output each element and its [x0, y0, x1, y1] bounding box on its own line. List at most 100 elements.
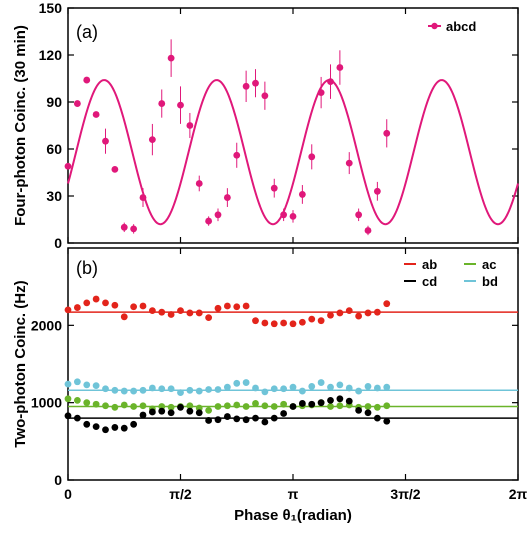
data-point-cd — [120, 424, 128, 432]
data-point-abcd — [83, 76, 91, 84]
data-point-abcd — [383, 129, 391, 137]
data-point-abcd — [327, 78, 334, 86]
data-point-ac — [214, 403, 222, 410]
data-point-abcd — [167, 54, 175, 62]
data-point-bd — [167, 385, 175, 393]
data-point-abcd — [242, 82, 250, 90]
panel-b-plot: 0 1000 2000 0 π/2 π 3π/2 2π ab ac cd bd — [31, 248, 528, 502]
data-point-ac — [167, 403, 175, 411]
data-point-abcd — [205, 217, 213, 225]
panel-a-y-tick-label: 0 — [54, 235, 62, 251]
data-point-ab — [102, 299, 109, 307]
data-point-cd — [139, 411, 147, 419]
data-point-cd — [252, 414, 259, 422]
data-point-ab — [233, 303, 241, 311]
data-point-ab — [158, 308, 166, 316]
data-point-bd — [317, 379, 325, 386]
data-point-cd — [92, 423, 100, 431]
data-point-ac — [242, 403, 250, 410]
data-point-bd — [148, 384, 156, 392]
data-point-ac — [205, 407, 213, 414]
data-point-ac — [64, 395, 72, 403]
data-point-cd — [214, 416, 222, 424]
data-point-bd — [345, 384, 353, 392]
data-point-cd — [111, 424, 119, 431]
data-point-ac — [261, 402, 269, 410]
data-point-cd — [383, 417, 391, 425]
data-point-cd — [345, 397, 353, 405]
data-point-bd — [177, 389, 184, 397]
data-point-ab — [223, 302, 231, 310]
panel-a-y-tick-label: 120 — [39, 47, 63, 63]
data-point-ac — [186, 402, 194, 410]
data-point-bd — [298, 387, 306, 395]
data-point-cd — [223, 413, 231, 420]
x-tick-label: 3π/2 — [390, 486, 420, 502]
data-point-ab — [383, 300, 391, 308]
panel-b-y-tick-label: 1000 — [31, 395, 62, 411]
data-point-cd — [167, 409, 175, 417]
data-point-abcd — [252, 79, 259, 87]
data-point-bd — [214, 386, 222, 393]
data-point-abcd — [102, 137, 109, 145]
data-point-cd — [186, 407, 194, 415]
data-point-abcd — [214, 211, 222, 219]
data-point-ab — [373, 308, 381, 316]
data-point-abcd — [261, 92, 269, 100]
data-point-ab — [327, 311, 334, 319]
data-point-abcd — [186, 122, 194, 129]
data-point-ac — [373, 403, 381, 411]
data-point-cd — [148, 408, 156, 416]
data-point-ac — [83, 399, 91, 407]
legend-label-ac: ac — [482, 257, 496, 272]
data-point-abcd — [373, 187, 381, 195]
panel-a-y-tick-label: 90 — [46, 94, 62, 110]
data-point-ac — [73, 396, 81, 404]
data-point-cd — [242, 416, 250, 424]
data-point-ac — [92, 400, 100, 408]
panel-a-frame — [67, 7, 519, 244]
panel-a-y-axis-title: Four-photon Coinc. (30 min) — [12, 25, 29, 226]
panel-a-plot: 0 30 60 90 120 150 abcd — [39, 0, 519, 251]
data-point-ab — [317, 317, 325, 325]
data-point-abcd — [120, 223, 128, 231]
data-point-cd — [317, 399, 325, 407]
data-point-abcd — [345, 159, 353, 167]
data-point-cd — [130, 420, 138, 428]
data-point-cd — [102, 426, 109, 434]
panel-a-y-tick-label: 30 — [46, 188, 62, 204]
data-point-ab — [261, 319, 269, 327]
legend-label-cd: cd — [422, 274, 437, 289]
data-point-ab — [364, 309, 372, 317]
data-point-bd — [111, 386, 119, 394]
data-point-bd — [195, 387, 203, 395]
data-point-cd — [83, 420, 91, 428]
data-point-cd — [364, 409, 372, 417]
data-point-ab — [186, 309, 194, 317]
data-point-bd — [355, 387, 363, 395]
data-point-bd — [336, 381, 344, 389]
data-point-abcd — [148, 136, 156, 144]
data-point-cd — [64, 412, 72, 420]
x-axis-title: Phase θ₁(radian) — [234, 507, 352, 524]
data-point-bd — [242, 379, 250, 386]
panel-a-y-tick-label: 60 — [46, 141, 62, 157]
panel-b-y-tick-label: 2000 — [31, 317, 62, 333]
data-point-ab — [345, 307, 353, 315]
data-point-ac — [223, 402, 231, 410]
data-point-cd — [289, 403, 297, 410]
data-point-bd — [233, 379, 241, 387]
data-point-ac — [139, 402, 147, 410]
data-point-ab — [130, 303, 138, 311]
panel-a-label: (a) — [76, 22, 98, 42]
data-point-abcd — [158, 100, 166, 107]
data-point-abcd — [364, 227, 372, 234]
data-point-abcd — [289, 212, 297, 220]
data-point-ab — [167, 311, 175, 318]
data-point-bd — [383, 383, 391, 391]
fit-curve-abcd — [67, 79, 519, 226]
legend-label-bd: bd — [482, 274, 498, 289]
data-point-abcd — [336, 64, 344, 71]
data-point-cd — [327, 396, 334, 404]
